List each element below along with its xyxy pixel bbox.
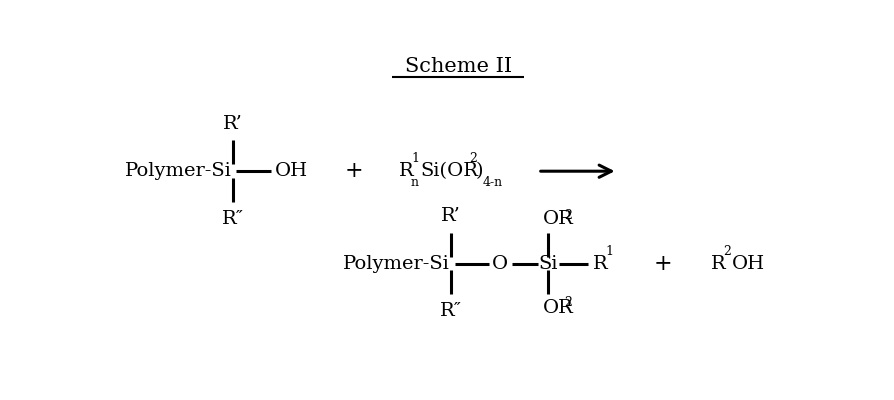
- Text: R’: R’: [224, 115, 243, 133]
- Text: Si(OR: Si(OR: [420, 162, 478, 180]
- Text: R: R: [711, 255, 726, 273]
- Text: OR: OR: [543, 299, 574, 317]
- Text: Polymer-Si: Polymer-Si: [343, 255, 450, 273]
- Text: Polymer-Si: Polymer-Si: [125, 162, 232, 180]
- Text: 2: 2: [564, 209, 572, 222]
- Text: OR: OR: [543, 210, 574, 228]
- Text: +: +: [654, 253, 672, 275]
- Text: R: R: [594, 255, 608, 273]
- Text: 1: 1: [411, 152, 419, 165]
- Text: Scheme II: Scheme II: [405, 57, 511, 76]
- Text: R: R: [400, 162, 414, 180]
- Text: O: O: [492, 255, 508, 273]
- Text: 2: 2: [469, 152, 477, 165]
- Text: n: n: [411, 176, 419, 190]
- Text: 1: 1: [606, 245, 614, 258]
- Text: Si: Si: [538, 255, 558, 273]
- Text: R″: R″: [440, 302, 462, 320]
- Text: R″: R″: [222, 210, 244, 228]
- Text: +: +: [345, 160, 364, 182]
- Text: OH: OH: [274, 162, 308, 180]
- Text: 2: 2: [564, 296, 572, 309]
- Text: 2: 2: [723, 245, 731, 258]
- Text: ): ): [476, 162, 483, 180]
- Text: OH: OH: [732, 255, 765, 273]
- Text: R’: R’: [442, 207, 461, 225]
- Text: 4-n: 4-n: [483, 176, 502, 190]
